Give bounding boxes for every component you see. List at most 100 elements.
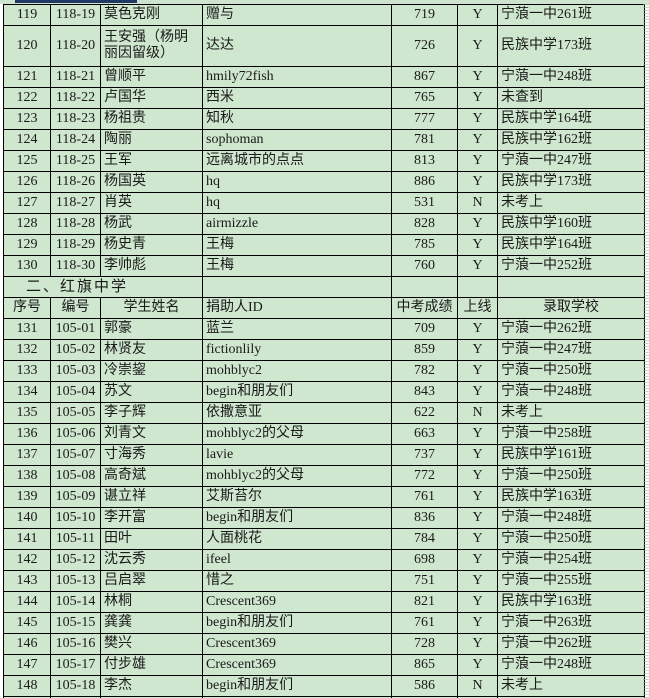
table-row[interactable]: 142 105-12 沈云秀 ifeel 698 Y 宁蒗一中254班 [3,549,645,571]
table-row[interactable]: 134 105-04 苏文 begin和朋友们 843 Y 宁蒗一中248班 [3,381,645,403]
cell-donor-id[interactable]: 赠与 [202,4,392,26]
cell-donor-id[interactable]: Crescent369 [202,654,392,676]
cell-admitted-school[interactable]: 宁蒗一中248班 [497,66,645,88]
cell-exam-score[interactable]: 709 [391,318,458,340]
table-row[interactable]: 126 118-26 杨国英 hq 886 Y 民族中学173班 [3,171,645,193]
cell-above-line[interactable]: N [457,675,498,697]
cell-seq[interactable]: 147 [3,654,51,676]
cell-admitted-school[interactable]: 民族中学164班 [497,108,645,130]
table-row[interactable]: 119 118-19 莫色克刚 赠与 719 Y 宁蒗一中261班 [3,4,645,26]
section-blank-score[interactable] [391,276,458,298]
cell-above-line[interactable]: Y [457,591,498,613]
cell-above-line[interactable]: N [457,402,498,424]
cell-code[interactable]: 118-29 [50,234,101,256]
cell-admitted-school[interactable]: 宁蒗一中247班 [497,150,645,172]
table-row[interactable]: 147 105-17 付步雄 Crescent369 865 Y 宁蒗一中248班 [3,654,645,676]
cell-above-line[interactable]: Y [457,213,498,235]
cell-seq[interactable]: 146 [3,633,51,655]
table-row[interactable]: 146 105-16 樊兴 Crescent369 728 Y 宁蒗一中262班 [3,633,645,655]
cell-exam-score[interactable]: 586 [391,675,458,697]
table-row[interactable]: 123 118-23 杨祖贵 知秋 777 Y 民族中学164班 [3,108,645,130]
cell-exam-score[interactable]: 761 [391,612,458,634]
cell-above-line[interactable]: Y [457,528,498,550]
cell-above-line[interactable]: Y [457,129,498,151]
cell-above-line[interactable]: Y [457,549,498,571]
section-title[interactable]: 二、红旗中学 [3,276,203,298]
cell-donor-id[interactable]: airmizzle [202,213,392,235]
cell-above-line[interactable]: Y [457,654,498,676]
table-row[interactable]: 137 105-07 寸海秀 lavie 737 Y 民族中学161班 [3,444,645,466]
cell-donor-id[interactable]: 依撒意亚 [202,402,392,424]
cell-student-name[interactable]: 曾顺平 [100,66,203,88]
cell-donor-id[interactable]: 知秋 [202,108,392,130]
cell-donor-id[interactable]: 蓝兰 [202,318,392,340]
cell-above-line[interactable]: Y [457,25,498,67]
table-row[interactable]: 148 105-18 李杰 begin和朋友们 586 N 未考上 [3,675,645,697]
cell-above-line[interactable]: Y [457,444,498,466]
cell-seq[interactable]: 135 [3,402,51,424]
cell-seq[interactable]: 129 [3,234,51,256]
cell-admitted-school[interactable]: 未查到 [497,87,645,109]
cell-exam-score[interactable]: 781 [391,129,458,151]
cell-code[interactable]: 105-17 [50,654,101,676]
cell-donor-id[interactable]: 人面桃花 [202,528,392,550]
cell-admitted-school[interactable]: 宁蒗一中261班 [497,4,645,26]
table-row[interactable]: 140 105-10 李开富 begin和朋友们 836 Y 宁蒗一中248班 [3,507,645,529]
cell-donor-id[interactable]: hq [202,192,392,214]
cell-admitted-school[interactable]: 宁蒗一中258班 [497,423,645,445]
cell-code[interactable]: 105-14 [50,591,101,613]
cell-admitted-school[interactable]: 民族中学173班 [497,25,645,67]
cell-donor-id[interactable]: hq [202,171,392,193]
cell-donor-id[interactable]: begin和朋友们 [202,507,392,529]
cell-student-name[interactable]: 谌立祥 [100,486,203,508]
cell-above-line[interactable]: Y [457,423,498,445]
table-row[interactable]: 127 118-27 肖英 hq 531 N 未考上 [3,192,645,214]
cell-seq[interactable]: 131 [3,318,51,340]
cell-above-line[interactable]: Y [457,234,498,256]
cell-exam-score[interactable]: 751 [391,570,458,592]
cell-above-line[interactable]: N [457,192,498,214]
cell-student-name[interactable]: 李子辉 [100,402,203,424]
cell-admitted-school[interactable]: 宁蒗一中248班 [497,654,645,676]
table-row[interactable]: 131 105-01 郭豪 蓝兰 709 Y 宁蒗一中262班 [3,318,645,340]
cell-code[interactable]: 105-16 [50,633,101,655]
section-blank-school[interactable] [497,276,645,298]
cell-seq[interactable]: 127 [3,192,51,214]
table-row[interactable]: 144 105-14 林桐 Crescent369 821 Y 民族中学163班 [3,591,645,613]
cell-code[interactable]: 105-01 [50,318,101,340]
cell-donor-id[interactable]: ifeel [202,549,392,571]
cell-above-line[interactable]: Y [457,381,498,403]
cell-student-name[interactable]: 肖英 [100,192,203,214]
cell-exam-score[interactable]: 843 [391,381,458,403]
cell-student-name[interactable]: 陶丽 [100,129,203,151]
table-row[interactable]: 120 118-20 王安强（杨明丽因留级） 达达 726 Y 民族中学173班 [3,25,645,67]
cell-above-line[interactable]: Y [457,171,498,193]
cell-student-name[interactable]: 杨祖贵 [100,108,203,130]
cell-seq[interactable]: 145 [3,612,51,634]
cell-admitted-school[interactable]: 宁蒗一中250班 [497,360,645,382]
cell-student-name[interactable]: 杨史青 [100,234,203,256]
cell-above-line[interactable]: Y [457,360,498,382]
cell-code[interactable]: 118-24 [50,129,101,151]
cell-exam-score[interactable]: 663 [391,423,458,445]
cell-donor-id[interactable]: 王梅 [202,234,392,256]
cell-seq[interactable]: 139 [3,486,51,508]
cell-code[interactable]: 105-04 [50,381,101,403]
cell-admitted-school[interactable]: 民族中学162班 [497,129,645,151]
cell-admitted-school[interactable]: 宁蒗一中254班 [497,549,645,571]
cell-exam-score[interactable]: 726 [391,25,458,67]
cell-donor-id[interactable]: hmily72fish [202,66,392,88]
table-row[interactable]: 121 118-21 曾顺平 hmily72fish 867 Y 宁蒗一中248班 [3,66,645,88]
cell-exam-score[interactable]: 719 [391,4,458,26]
section-blank-line[interactable] [457,276,498,298]
cell-seq[interactable]: 144 [3,591,51,613]
cell-above-line[interactable]: Y [457,255,498,277]
table-row[interactable]: 130 118-30 李帅彪 王梅 760 Y 宁蒗一中252班 [3,255,645,277]
cell-above-line[interactable]: Y [457,108,498,130]
cell-seq[interactable]: 143 [3,570,51,592]
cell-student-name[interactable]: 莫色克刚 [100,4,203,26]
cell-donor-id[interactable]: lavie [202,444,392,466]
cell-code[interactable]: 118-23 [50,108,101,130]
cell-exam-score[interactable]: 886 [391,171,458,193]
cell-admitted-school[interactable]: 民族中学163班 [497,591,645,613]
